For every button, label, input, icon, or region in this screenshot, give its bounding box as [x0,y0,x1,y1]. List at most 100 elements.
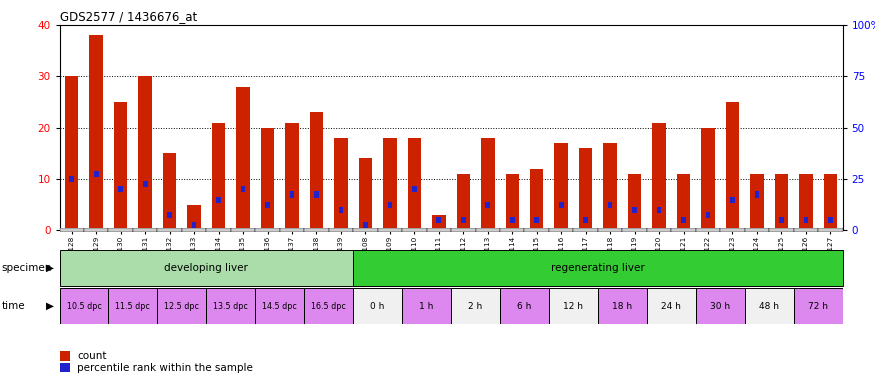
Bar [604,143,617,230]
Text: 14.5 dpc: 14.5 dpc [262,302,298,311]
Bar [559,202,564,208]
Bar [192,222,197,228]
Bar [329,228,354,232]
Bar [378,228,402,232]
Bar [549,288,598,324]
Bar [457,174,470,230]
Text: 11.5 dpc: 11.5 dpc [116,302,150,311]
Bar [108,288,158,324]
Bar [114,102,128,230]
Bar [671,228,696,232]
Text: 16.5 dpc: 16.5 dpc [312,302,346,311]
Bar [828,217,833,223]
Bar [475,228,500,232]
Bar [500,228,524,232]
Bar [647,288,696,324]
Bar [427,228,452,232]
Bar [182,228,206,232]
Text: 13.5 dpc: 13.5 dpc [214,302,248,311]
Text: 12.5 dpc: 12.5 dpc [164,302,200,311]
Bar [818,228,843,232]
Text: 1 h: 1 h [419,302,434,311]
Bar [530,169,543,230]
Bar [285,122,298,230]
Bar [432,215,445,230]
Bar [510,217,514,223]
Text: percentile rank within the sample: percentile rank within the sample [77,363,253,373]
Bar [701,127,715,230]
Text: 6 h: 6 h [517,302,532,311]
Bar [212,122,225,230]
Text: time: time [2,301,25,311]
Bar [65,76,79,230]
Bar [158,228,182,232]
Bar [163,153,177,230]
Bar [402,288,452,324]
Bar [794,228,818,232]
Bar [535,217,539,223]
Bar [696,288,745,324]
Bar [408,138,421,230]
Bar [653,122,666,230]
Bar [769,228,794,232]
Text: GDS2577 / 1436676_at: GDS2577 / 1436676_at [60,10,197,23]
Text: 0 h: 0 h [370,302,385,311]
Bar [794,288,843,324]
Bar [167,212,172,218]
Bar [725,102,739,230]
Bar [363,222,368,228]
Bar [94,171,99,177]
Bar [261,127,274,230]
Bar [339,207,343,213]
Bar [677,174,690,230]
Bar [608,202,612,208]
Bar [255,228,280,232]
Text: 18 h: 18 h [612,302,633,311]
Bar [628,174,641,230]
Bar [231,228,255,232]
Bar [354,228,378,232]
Bar [682,217,686,223]
Bar [383,138,396,230]
Bar [255,288,304,324]
Bar [754,191,760,197]
Bar [720,228,745,232]
Bar [60,250,354,286]
Bar [108,228,133,232]
Bar [84,228,108,232]
Bar [290,191,294,197]
Bar [236,87,249,230]
Bar [647,228,671,232]
Bar [412,186,416,192]
Bar [823,174,837,230]
Bar [573,228,598,232]
Bar [437,217,441,223]
Bar [89,35,103,230]
Bar [143,181,148,187]
Bar [745,228,769,232]
Bar [774,174,788,230]
Text: 10.5 dpc: 10.5 dpc [66,302,102,311]
Bar [158,288,206,324]
Bar [750,174,764,230]
Bar [745,288,794,324]
Bar [452,288,500,324]
Bar [657,207,662,213]
Bar [633,207,637,213]
Text: regenerating liver: regenerating liver [551,263,645,273]
Text: 48 h: 48 h [760,302,780,311]
Bar [133,228,158,232]
Bar [69,176,74,182]
Bar [461,217,466,223]
Bar [799,174,813,230]
Bar [555,143,568,230]
Bar [705,212,710,218]
Bar [524,228,549,232]
Bar [779,217,784,223]
Bar [265,202,270,208]
Bar [304,228,329,232]
Text: ▶: ▶ [46,263,53,273]
Bar [598,228,622,232]
Bar [359,159,372,230]
Bar [354,250,843,286]
